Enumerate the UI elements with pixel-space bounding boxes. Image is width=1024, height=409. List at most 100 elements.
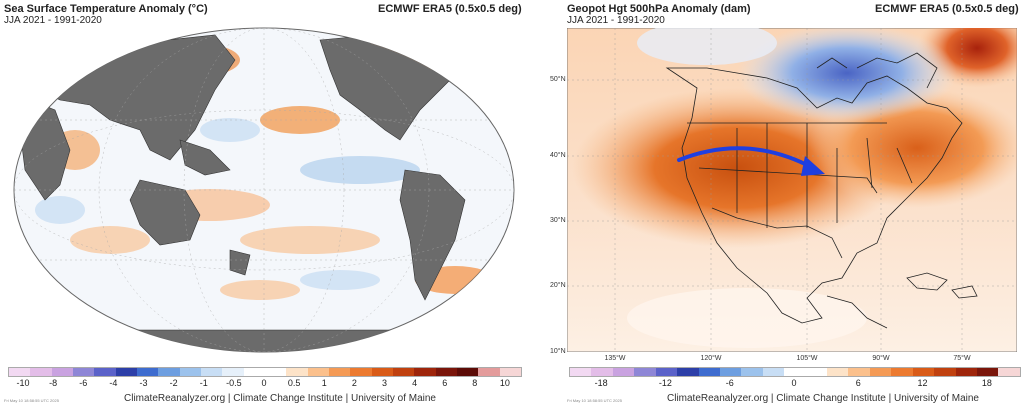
latitude-label: 10°N bbox=[550, 348, 566, 355]
colorbar-swatch bbox=[478, 368, 500, 376]
colorbar-tick-label: -1 bbox=[199, 378, 208, 388]
colorbar-swatch bbox=[328, 368, 351, 376]
latitude-label: 50°N bbox=[550, 76, 566, 83]
colorbar-tick-label: 4 bbox=[412, 378, 418, 388]
colorbar-swatch bbox=[891, 368, 913, 376]
colorbar-tick-label: 0 bbox=[261, 378, 267, 388]
colorbar-tick-label: 8 bbox=[472, 378, 478, 388]
geopot-north-america-map bbox=[567, 28, 1017, 352]
colorbar-swatch bbox=[848, 368, 870, 376]
colorbar-tick-label: 3 bbox=[381, 378, 387, 388]
colorbar-swatch bbox=[222, 368, 244, 376]
colorbar-tick-label: 10 bbox=[499, 378, 510, 388]
colorbar-tick-label: 6 bbox=[442, 378, 448, 388]
colorbar-swatch bbox=[115, 368, 137, 376]
colorbar-tick-label: -2 bbox=[169, 378, 178, 388]
geopot-colorbar bbox=[569, 367, 1021, 377]
antarctica-landmass bbox=[14, 329, 514, 352]
colorbar-tick-label: -10 bbox=[16, 378, 30, 388]
colorbar-swatch bbox=[912, 368, 935, 376]
colorbar-swatch bbox=[977, 368, 999, 376]
left-map-subtitle: JJA 2021 - 1991-2020 bbox=[4, 15, 102, 26]
arctic-cold-anomaly bbox=[737, 28, 957, 123]
colorbar-swatch bbox=[784, 368, 806, 376]
colorbar-swatch bbox=[741, 368, 763, 376]
colorbar-tick-label: -4 bbox=[109, 378, 118, 388]
south-america-landmass bbox=[399, 169, 466, 301]
colorbar-swatch bbox=[414, 368, 436, 376]
colorbar-tick-label: -18 bbox=[594, 378, 608, 388]
colorbar-swatch bbox=[955, 368, 978, 376]
australia-landmass bbox=[129, 179, 201, 246]
latitude-label: 40°N bbox=[550, 152, 566, 159]
longitude-label: 120°W bbox=[700, 355, 722, 362]
right-timestamp: Fri May 10 18:58:55 UTC 2025 bbox=[567, 398, 622, 403]
longitude-label: 135°W bbox=[604, 355, 626, 362]
left-map-title: Sea Surface Temperature Anomaly (°C) bbox=[4, 3, 208, 15]
longitude-label: 75°W bbox=[953, 355, 971, 362]
colorbar-swatch bbox=[591, 368, 613, 376]
latitude-label: 30°N bbox=[550, 217, 566, 224]
colorbar-swatch bbox=[698, 368, 720, 376]
sst-colorbar bbox=[8, 367, 522, 377]
right-credit: ClimateReanalyzer.org | Climate Change I… bbox=[667, 393, 979, 404]
colorbar-swatch bbox=[136, 368, 159, 376]
jet-stream-arrow bbox=[677, 146, 815, 170]
colorbar-tick-label: 6 bbox=[855, 378, 861, 388]
colorbar-swatch bbox=[677, 368, 699, 376]
colorbar-swatch bbox=[869, 368, 892, 376]
indonesia-landmass bbox=[179, 139, 231, 176]
colorbar-tick-label: -12 bbox=[658, 378, 672, 388]
jet-stream-arrowhead bbox=[801, 156, 825, 176]
colorbar-swatch bbox=[655, 368, 678, 376]
colorbar-swatch bbox=[371, 368, 393, 376]
colorbar-tick-label: -6 bbox=[725, 378, 734, 388]
sst-anomaly-panel: Sea Surface Temperature Anomaly (°C) JJA… bbox=[4, 3, 522, 404]
geopot-anomaly-panel: Geopot Hgt 500hPa Anomaly (dam) JJA 2021… bbox=[547, 0, 1024, 409]
colorbar-swatch bbox=[612, 368, 635, 376]
colorbar-tick-label: -8 bbox=[49, 378, 58, 388]
colorbar-swatch bbox=[634, 368, 656, 376]
longitude-label: 90°W bbox=[872, 355, 890, 362]
colorbar-tick-label: -0.5 bbox=[226, 378, 242, 388]
right-map-subtitle: JJA 2021 - 1991-2020 bbox=[567, 15, 665, 26]
colorbar-swatch bbox=[570, 368, 592, 376]
left-credit: ClimateReanalyzer.org | Climate Change I… bbox=[124, 393, 436, 404]
colorbar-swatch bbox=[72, 368, 95, 376]
colorbar-swatch bbox=[719, 368, 742, 376]
colorbar-swatch bbox=[350, 368, 372, 376]
colorbar-swatch bbox=[200, 368, 223, 376]
sst-world-map bbox=[13, 27, 515, 353]
left-map-source: ECMWF ERA5 (0.5x0.5 deg) bbox=[378, 3, 522, 15]
colorbar-tick-label: 0.5 bbox=[287, 378, 301, 388]
colorbar-swatch bbox=[307, 368, 329, 376]
colorbar-swatch bbox=[499, 368, 521, 376]
colorbar-tick-label: 1 bbox=[321, 378, 327, 388]
right-map-title: Geopot Hgt 500hPa Anomaly (dam) bbox=[567, 3, 751, 15]
colorbar-swatch bbox=[934, 368, 956, 376]
colorbar-tick-label: 0 bbox=[791, 378, 797, 388]
colorbar-swatch bbox=[30, 368, 52, 376]
colorbar-swatch bbox=[158, 368, 180, 376]
colorbar-swatch bbox=[805, 368, 828, 376]
colorbar-tick-label: -3 bbox=[139, 378, 148, 388]
latitude-label: 20°N bbox=[550, 282, 566, 289]
colorbar-swatch bbox=[94, 368, 116, 376]
left-timestamp: Fri May 10 18:58:55 UTC 2025 bbox=[4, 398, 59, 403]
colorbar-tick-label: 12 bbox=[917, 378, 928, 388]
colorbar-swatch bbox=[51, 368, 73, 376]
colorbar-swatch bbox=[392, 368, 415, 376]
colorbar-tick-label: -6 bbox=[79, 378, 88, 388]
colorbar-swatch bbox=[435, 368, 457, 376]
longitude-label: 105°W bbox=[796, 355, 818, 362]
colorbar-swatch bbox=[456, 368, 479, 376]
new-zealand-landmass bbox=[229, 249, 251, 276]
colorbar-tick-label: 18 bbox=[981, 378, 992, 388]
colorbar-swatch bbox=[998, 368, 1020, 376]
right-map-source: ECMWF ERA5 (0.5x0.5 deg) bbox=[875, 3, 1019, 15]
colorbar-swatch bbox=[264, 368, 287, 376]
colorbar-swatch bbox=[286, 368, 308, 376]
colorbar-swatch bbox=[762, 368, 785, 376]
colorbar-swatch bbox=[179, 368, 201, 376]
colorbar-tick-label: 2 bbox=[351, 378, 357, 388]
